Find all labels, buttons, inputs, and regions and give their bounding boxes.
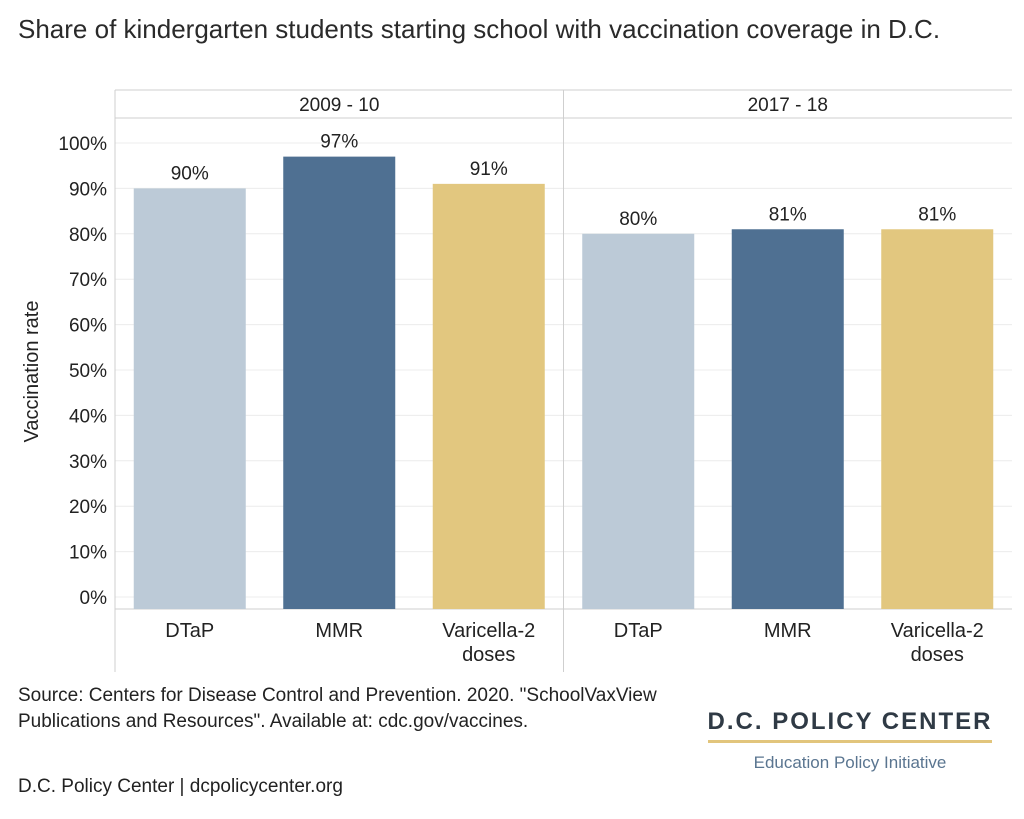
panel-label: 2009 - 10 bbox=[299, 95, 379, 116]
y-tick-label: 0% bbox=[80, 588, 108, 609]
category-label: MMR bbox=[764, 620, 812, 642]
y-tick-label: 30% bbox=[69, 452, 107, 473]
category-label: MMR bbox=[315, 620, 363, 642]
category-label: DTaP bbox=[614, 620, 663, 642]
y-tick-label: 20% bbox=[69, 497, 107, 518]
logo-rule bbox=[708, 740, 992, 743]
bar bbox=[582, 233, 695, 610]
y-tick-label: 100% bbox=[58, 134, 107, 155]
credit-line: D.C. Policy Center | dcpolicycenter.org bbox=[18, 776, 343, 797]
category-label: Varicella-2 bbox=[891, 620, 984, 642]
y-tick-label: 60% bbox=[69, 316, 107, 337]
y-tick-label: 40% bbox=[69, 406, 107, 427]
bar bbox=[133, 188, 246, 609]
bar bbox=[731, 229, 844, 609]
bar bbox=[432, 183, 545, 610]
y-tick-label: 50% bbox=[69, 361, 107, 382]
y-tick-label: 70% bbox=[69, 270, 107, 291]
category-label: Varicella-2 bbox=[442, 620, 535, 642]
y-tick-label: 80% bbox=[69, 225, 107, 246]
source-note: Source: Centers for Disease Control and … bbox=[18, 685, 657, 732]
bar bbox=[283, 156, 396, 609]
y-tick-label: 10% bbox=[69, 543, 107, 564]
data-label: 81% bbox=[918, 204, 956, 225]
chart-title: Share of kindergarten students starting … bbox=[18, 14, 941, 44]
bar bbox=[881, 229, 994, 609]
logo: D.C. POLICY CENTER Education Policy Init… bbox=[700, 708, 1000, 773]
data-label: 81% bbox=[769, 204, 807, 225]
panel-label: 2017 - 18 bbox=[748, 95, 828, 116]
data-label: 80% bbox=[619, 209, 657, 230]
logo-name: D.C. POLICY CENTER bbox=[707, 708, 993, 735]
data-label: 97% bbox=[320, 132, 358, 153]
y-axis-title: Vaccination rate bbox=[21, 301, 43, 443]
category-label: doses bbox=[911, 644, 964, 666]
category-label: DTaP bbox=[165, 620, 214, 642]
category-label: doses bbox=[462, 644, 515, 666]
bar-chart: 0% 10% 20% 30% 40% 50% 60% 70% 80% 90% 100% Vaccina… bbox=[21, 89, 1012, 672]
data-label: 90% bbox=[171, 163, 209, 184]
logo-subtitle: Education Policy Initiative bbox=[753, 753, 947, 772]
y-tick-label: 90% bbox=[69, 179, 107, 200]
data-label: 91% bbox=[470, 159, 508, 180]
